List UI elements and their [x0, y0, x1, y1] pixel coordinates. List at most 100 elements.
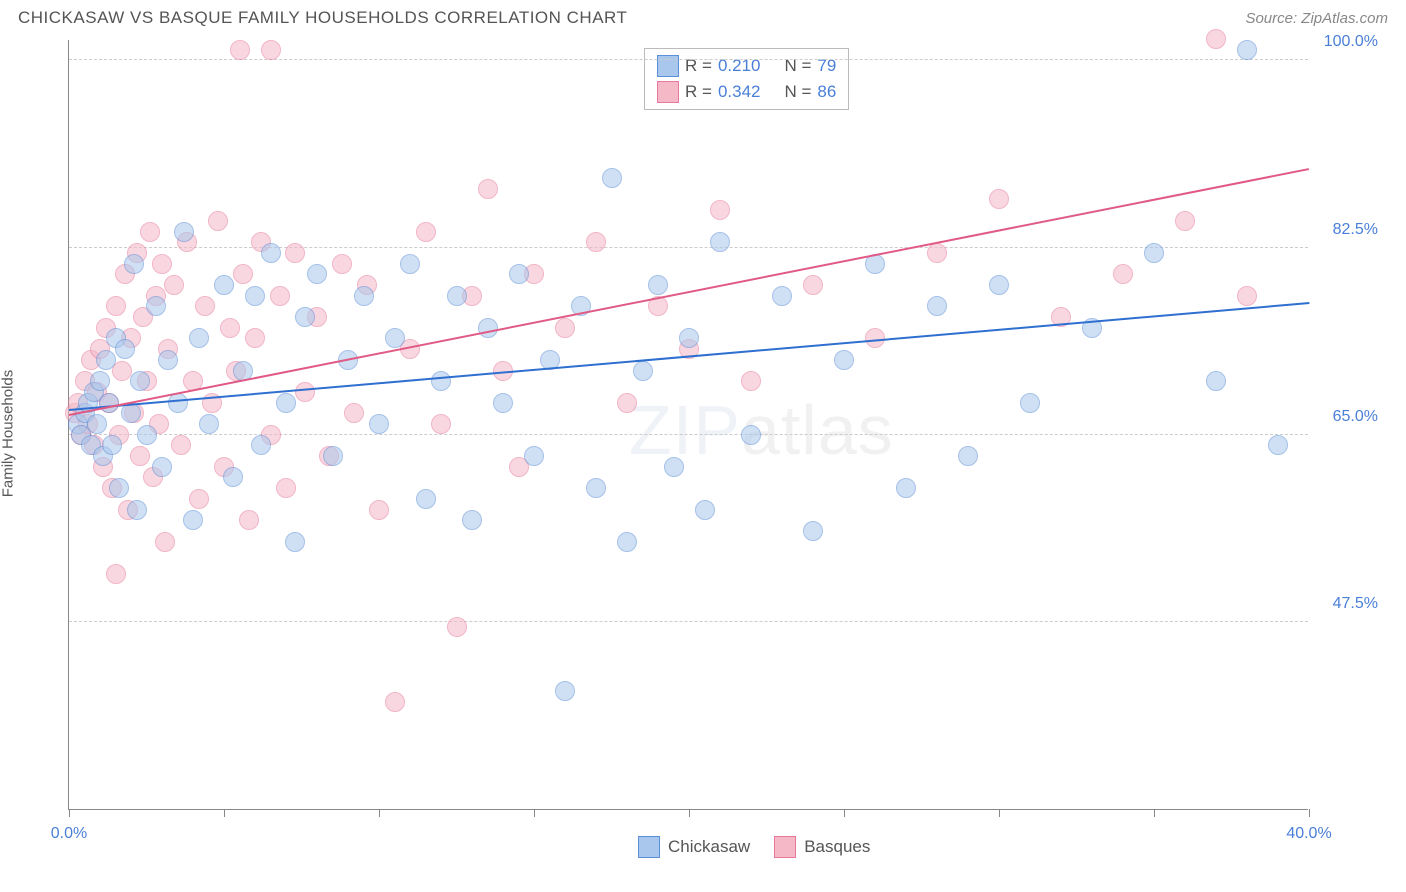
x-tick — [689, 809, 690, 817]
scatter-point-chickasaw — [447, 286, 467, 306]
scatter-point-chickasaw — [1020, 393, 1040, 413]
scatter-point-chickasaw — [285, 532, 305, 552]
scatter-point-chickasaw — [130, 371, 150, 391]
scatter-point-chickasaw — [1206, 371, 1226, 391]
x-tick-label: 0.0% — [51, 825, 87, 843]
scatter-point-chickasaw — [679, 328, 699, 348]
scatter-point-chickasaw — [174, 222, 194, 242]
scatter-point-basques — [130, 446, 150, 466]
scatter-point-chickasaw — [695, 500, 715, 520]
y-tick-label: 65.0% — [1318, 408, 1378, 426]
scatter-point-basques — [155, 532, 175, 552]
scatter-point-basques — [285, 243, 305, 263]
scatter-point-basques — [220, 318, 240, 338]
scatter-point-chickasaw — [96, 350, 116, 370]
scatter-point-chickasaw — [834, 350, 854, 370]
chart-container: Family Households ZIPatlas R =0.210N =79… — [18, 34, 1388, 870]
x-tick — [69, 809, 70, 817]
scatter-point-basques — [803, 275, 823, 295]
watermark-atlas: atlas — [741, 391, 894, 469]
scatter-point-basques — [140, 222, 160, 242]
scatter-point-chickasaw — [245, 286, 265, 306]
scatter-point-basques — [1237, 286, 1257, 306]
scatter-point-basques — [295, 382, 315, 402]
scatter-point-basques — [369, 500, 389, 520]
scatter-point-chickasaw — [115, 339, 135, 359]
scatter-point-chickasaw — [772, 286, 792, 306]
legend-swatch-chickasaw — [638, 836, 660, 858]
scatter-point-basques — [741, 371, 761, 391]
gridline — [69, 59, 1308, 60]
scatter-point-chickasaw — [617, 532, 637, 552]
scatter-point-chickasaw — [1268, 435, 1288, 455]
scatter-point-chickasaw — [251, 435, 271, 455]
scatter-point-chickasaw — [127, 500, 147, 520]
scatter-point-basques — [245, 328, 265, 348]
scatter-point-chickasaw — [431, 371, 451, 391]
scatter-point-chickasaw — [323, 446, 343, 466]
scatter-point-chickasaw — [261, 243, 281, 263]
scatter-point-basques — [478, 179, 498, 199]
scatter-point-basques — [416, 222, 436, 242]
scatter-point-basques — [431, 414, 451, 434]
scatter-point-basques — [239, 510, 259, 530]
y-tick-label: 47.5% — [1318, 595, 1378, 613]
y-axis-label: Family Households — [0, 370, 17, 498]
scatter-point-chickasaw — [369, 414, 389, 434]
source-attribution: Source: ZipAtlas.com — [1245, 10, 1388, 27]
scatter-point-chickasaw — [121, 403, 141, 423]
x-tick — [844, 809, 845, 817]
scatter-point-basques — [927, 243, 947, 263]
scatter-point-chickasaw — [741, 425, 761, 445]
legend-label: Chickasaw — [668, 837, 750, 857]
scatter-point-chickasaw — [276, 393, 296, 413]
scatter-point-chickasaw — [158, 350, 178, 370]
scatter-point-chickasaw — [400, 254, 420, 274]
legend-r-value: 0.342 — [718, 82, 761, 102]
scatter-point-chickasaw — [102, 435, 122, 455]
x-tick — [379, 809, 380, 817]
gridline — [69, 621, 1308, 622]
scatter-point-basques — [164, 275, 184, 295]
scatter-point-chickasaw — [199, 414, 219, 434]
scatter-point-basques — [385, 692, 405, 712]
scatter-point-chickasaw — [124, 254, 144, 274]
legend-series: Chickasaw Basques — [638, 836, 870, 858]
trend-line-chickasaw — [69, 302, 1309, 411]
scatter-point-basques — [447, 617, 467, 637]
scatter-point-chickasaw — [462, 510, 482, 530]
legend-stats: R =0.210N =79R =0.342N =86 — [644, 48, 849, 110]
legend-r-label: R = — [685, 82, 712, 102]
scatter-point-basques — [270, 286, 290, 306]
scatter-point-chickasaw — [295, 307, 315, 327]
scatter-point-basques — [1206, 29, 1226, 49]
scatter-point-chickasaw — [478, 318, 498, 338]
scatter-point-chickasaw — [958, 446, 978, 466]
scatter-point-basques — [171, 435, 191, 455]
scatter-point-basques — [230, 40, 250, 60]
scatter-point-basques — [989, 189, 1009, 209]
x-tick — [224, 809, 225, 817]
scatter-point-basques — [586, 232, 606, 252]
scatter-point-chickasaw — [648, 275, 668, 295]
watermark-zip: ZIP — [629, 391, 741, 469]
scatter-point-chickasaw — [927, 296, 947, 316]
scatter-point-chickasaw — [152, 457, 172, 477]
scatter-point-chickasaw — [509, 264, 529, 284]
scatter-point-chickasaw — [416, 489, 436, 509]
legend-item-basques: Basques — [774, 836, 870, 858]
x-tick-label: 40.0% — [1286, 825, 1331, 843]
scatter-point-chickasaw — [223, 467, 243, 487]
gridline — [69, 434, 1308, 435]
scatter-point-chickasaw — [146, 296, 166, 316]
scatter-point-chickasaw — [99, 393, 119, 413]
scatter-point-chickasaw — [90, 371, 110, 391]
legend-swatch-basques — [657, 81, 679, 103]
scatter-point-chickasaw — [189, 328, 209, 348]
scatter-point-chickasaw — [1144, 243, 1164, 263]
scatter-point-basques — [261, 40, 281, 60]
scatter-point-chickasaw — [385, 328, 405, 348]
legend-swatch-basques — [774, 836, 796, 858]
scatter-point-chickasaw — [307, 264, 327, 284]
scatter-point-basques — [152, 254, 172, 274]
